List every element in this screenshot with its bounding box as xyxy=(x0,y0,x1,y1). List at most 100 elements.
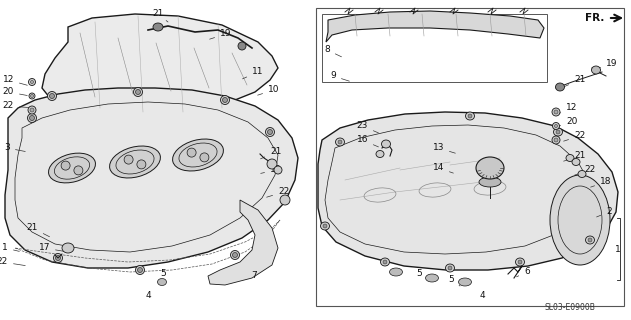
Text: 9: 9 xyxy=(330,71,350,81)
Ellipse shape xyxy=(49,93,54,99)
Ellipse shape xyxy=(572,158,580,165)
Text: 3: 3 xyxy=(4,143,25,153)
Ellipse shape xyxy=(382,140,391,148)
Text: 21: 21 xyxy=(27,223,49,237)
Ellipse shape xyxy=(552,136,560,144)
Ellipse shape xyxy=(47,92,57,100)
Ellipse shape xyxy=(136,90,141,94)
Text: 20: 20 xyxy=(3,87,27,97)
Text: 22: 22 xyxy=(267,188,289,197)
Text: SL03-E0900B: SL03-E0900B xyxy=(545,303,596,313)
Ellipse shape xyxy=(110,146,160,178)
Text: 22: 22 xyxy=(3,101,32,110)
Ellipse shape xyxy=(556,130,560,134)
Ellipse shape xyxy=(459,278,471,286)
Ellipse shape xyxy=(223,98,228,102)
Text: 7: 7 xyxy=(251,271,257,281)
Ellipse shape xyxy=(468,114,472,118)
Text: 12: 12 xyxy=(3,76,27,85)
Text: 10: 10 xyxy=(257,85,280,95)
Polygon shape xyxy=(318,112,618,270)
Ellipse shape xyxy=(30,81,33,84)
Text: 1: 1 xyxy=(615,245,621,254)
Ellipse shape xyxy=(588,238,592,242)
Ellipse shape xyxy=(28,106,36,114)
Ellipse shape xyxy=(54,253,62,262)
Text: 21: 21 xyxy=(563,76,586,87)
Ellipse shape xyxy=(268,130,273,134)
Bar xyxy=(316,8,624,306)
Text: 1: 1 xyxy=(3,244,20,252)
Ellipse shape xyxy=(230,251,240,260)
Polygon shape xyxy=(208,200,278,285)
Ellipse shape xyxy=(137,160,146,169)
Text: 11: 11 xyxy=(242,68,264,79)
Ellipse shape xyxy=(321,222,329,230)
Ellipse shape xyxy=(187,148,196,157)
Ellipse shape xyxy=(338,140,342,144)
Text: 22: 22 xyxy=(563,132,585,141)
Text: 19: 19 xyxy=(209,29,232,39)
Text: 5: 5 xyxy=(382,260,394,269)
Ellipse shape xyxy=(516,258,524,266)
Ellipse shape xyxy=(591,66,601,74)
Ellipse shape xyxy=(49,153,95,183)
Text: 21: 21 xyxy=(261,148,281,159)
Text: FR.: FR. xyxy=(585,13,604,23)
Ellipse shape xyxy=(425,274,439,282)
Ellipse shape xyxy=(518,260,522,264)
Ellipse shape xyxy=(138,268,143,273)
Ellipse shape xyxy=(380,258,389,266)
Ellipse shape xyxy=(266,127,274,137)
Ellipse shape xyxy=(336,138,345,146)
Ellipse shape xyxy=(376,150,384,157)
Ellipse shape xyxy=(30,108,34,112)
Ellipse shape xyxy=(552,108,560,116)
Text: 21: 21 xyxy=(152,10,168,22)
Ellipse shape xyxy=(62,243,74,253)
Polygon shape xyxy=(5,88,298,268)
Text: 4: 4 xyxy=(479,292,485,300)
Ellipse shape xyxy=(136,266,144,275)
Text: 8: 8 xyxy=(324,45,341,57)
Ellipse shape xyxy=(586,236,594,244)
Ellipse shape xyxy=(466,112,475,120)
Text: 22: 22 xyxy=(0,258,25,267)
Ellipse shape xyxy=(555,83,565,91)
Ellipse shape xyxy=(389,268,403,276)
Text: 2: 2 xyxy=(596,207,611,217)
Text: 16: 16 xyxy=(357,135,379,147)
Ellipse shape xyxy=(28,114,37,123)
Ellipse shape xyxy=(553,123,560,130)
Ellipse shape xyxy=(550,175,610,265)
Bar xyxy=(322,14,547,82)
Ellipse shape xyxy=(566,155,574,162)
Ellipse shape xyxy=(29,93,35,99)
Text: 23: 23 xyxy=(357,122,379,133)
Ellipse shape xyxy=(158,278,167,285)
Text: 22: 22 xyxy=(575,165,595,175)
Text: 5: 5 xyxy=(448,276,460,286)
Ellipse shape xyxy=(479,177,501,187)
Ellipse shape xyxy=(383,260,387,264)
Ellipse shape xyxy=(56,255,61,260)
Ellipse shape xyxy=(448,266,452,270)
Text: 5: 5 xyxy=(158,269,166,282)
Ellipse shape xyxy=(555,124,558,127)
Text: 13: 13 xyxy=(432,143,456,153)
Polygon shape xyxy=(42,14,278,116)
Ellipse shape xyxy=(200,153,209,162)
Ellipse shape xyxy=(482,175,498,185)
Ellipse shape xyxy=(30,94,33,98)
Ellipse shape xyxy=(554,110,558,114)
Text: 20: 20 xyxy=(556,117,577,127)
Ellipse shape xyxy=(220,95,230,105)
Ellipse shape xyxy=(28,78,35,85)
Ellipse shape xyxy=(274,166,282,174)
Text: 14: 14 xyxy=(433,164,453,173)
Ellipse shape xyxy=(554,138,558,142)
Text: 15: 15 xyxy=(261,165,281,174)
Ellipse shape xyxy=(30,116,35,121)
Text: 18: 18 xyxy=(591,178,611,187)
Text: 5: 5 xyxy=(416,269,428,279)
